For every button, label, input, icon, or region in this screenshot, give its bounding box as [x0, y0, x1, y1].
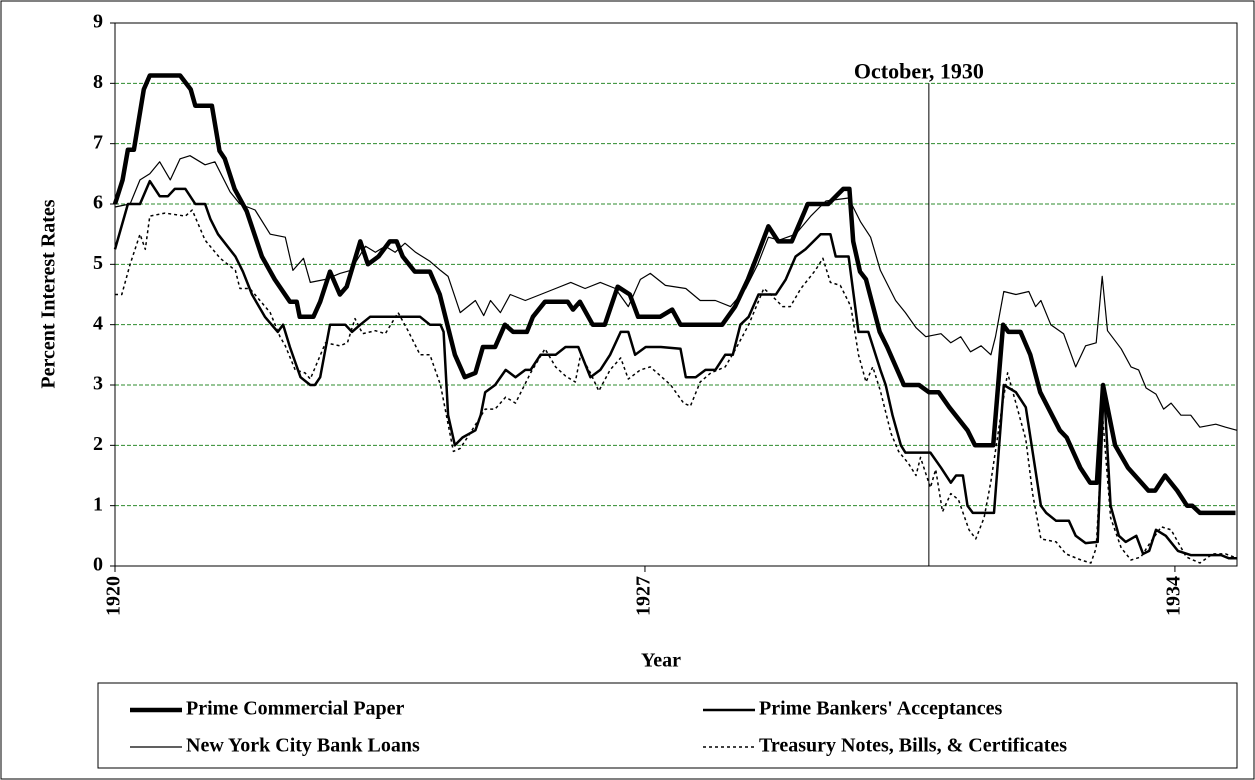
- y-tick-label: 6: [93, 192, 103, 214]
- y-tick-label: 2: [93, 433, 103, 455]
- x-tick-label: 1920: [103, 576, 125, 616]
- series-line: [112, 73, 1236, 516]
- y-tick-label: 1: [93, 493, 103, 515]
- series-line: [113, 179, 1237, 560]
- y-axis-title: Percent Interest Rates: [38, 199, 60, 388]
- legend-label: Prime Commercial Paper: [186, 698, 405, 720]
- y-tick-label: 9: [93, 11, 103, 33]
- x-axis-title: Year: [641, 650, 681, 672]
- y-tick-label: 3: [93, 373, 103, 395]
- x-tick-label: 1934: [1163, 576, 1185, 616]
- y-tick-label: 5: [93, 252, 103, 274]
- legend-label: Prime Bankers' Acceptances: [759, 698, 1002, 720]
- legend-label: New York City Bank Loans: [186, 735, 420, 757]
- y-tick-label: 4: [93, 312, 103, 334]
- legend: [97, 682, 1238, 769]
- annotation-text: October, 1930: [854, 58, 984, 83]
- y-tick-label: 7: [93, 131, 103, 153]
- y-tick-label: 8: [93, 71, 103, 93]
- x-tick-label: 1927: [633, 576, 655, 616]
- y-tick-label: 0: [93, 554, 103, 576]
- legend-label: Treasury Notes, Bills, & Certificates: [759, 735, 1067, 757]
- series-line: [114, 155, 1238, 431]
- series-line: [115, 209, 1238, 564]
